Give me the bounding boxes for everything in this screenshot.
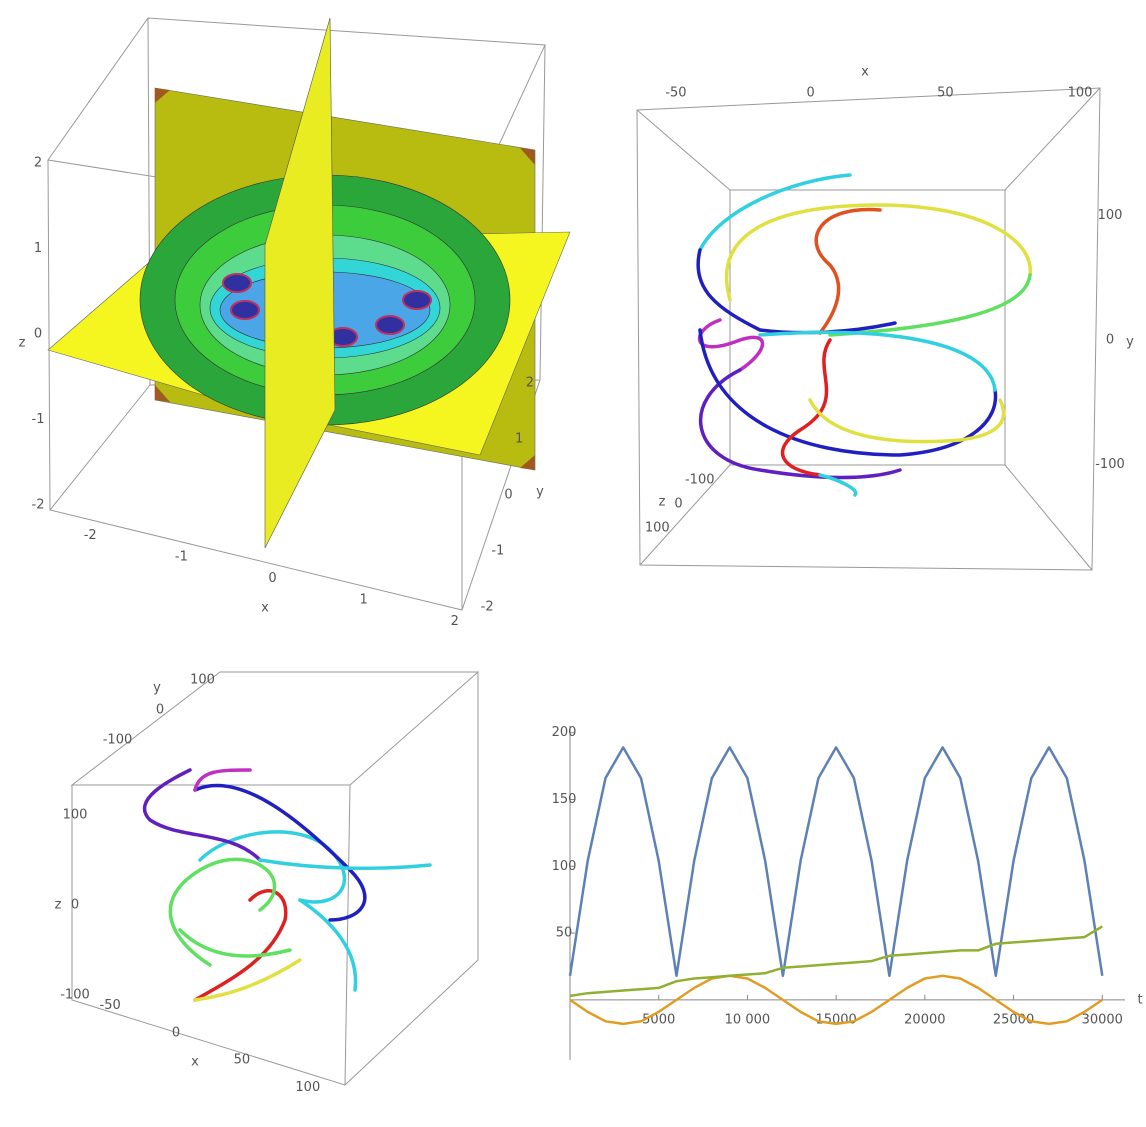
box-edge (1005, 465, 1092, 570)
z-tick-label: -100 (60, 988, 90, 1003)
curve-panel-1: x y z (637, 65, 1134, 571)
x-tick-label: 0 (172, 1025, 180, 1040)
x-tick-label: 100 (295, 1080, 320, 1095)
x-tick-label: -2 (84, 528, 97, 543)
axis-label: z (55, 898, 62, 913)
y-tick-label: 200 (552, 725, 577, 740)
box-side (345, 672, 478, 1085)
y-tick-label: 150 (552, 792, 577, 807)
box-top (72, 672, 478, 785)
z-tick-label: -100 (685, 472, 715, 487)
trajectory (698, 175, 1030, 495)
y-tick-label: -100 (1095, 457, 1125, 472)
axis-label: z (659, 495, 666, 510)
x-tick-label: 30000 (1082, 1012, 1123, 1027)
y-tick-label: 0 (156, 703, 164, 718)
x-tick-label: -1 (175, 549, 188, 564)
box-edge (1005, 88, 1100, 190)
axis-label: t (1137, 993, 1142, 1008)
axis-label: y (153, 681, 161, 696)
y-tick-label: -1 (491, 543, 504, 558)
contour-panel: x y z (19, 18, 570, 616)
z-tick-label: 2 (34, 156, 42, 171)
y-tick-label: -2 (481, 599, 494, 614)
x-tick-label: 5000 (642, 1012, 675, 1027)
x-tick-label: -50 (100, 998, 121, 1013)
x-tick-label: 50 (234, 1053, 251, 1068)
z-tick-label: -2 (32, 497, 45, 512)
series-line (570, 926, 1102, 996)
x-tick-label: 1 (359, 593, 367, 608)
y-tick-label: -100 (103, 733, 133, 748)
z-tick-label: 0 (34, 327, 42, 342)
z-tick-label: 0 (674, 497, 682, 512)
x-tick-label: 20000 (904, 1012, 945, 1027)
y-tick-label: 0 (1106, 333, 1114, 348)
axis-label: x (261, 601, 269, 616)
z-tick-label: -1 (32, 412, 45, 427)
yz-plane (265, 18, 335, 548)
y-tick-label: 2 (526, 376, 534, 391)
x-tick-label: 0 (268, 571, 276, 586)
y-tick-label: 50 (556, 926, 573, 941)
x-tick-label: -50 (665, 86, 686, 101)
x-tick-label: 50 (937, 86, 954, 101)
z-tick-label: 100 (645, 521, 670, 536)
z-tick-label: 1 (34, 241, 42, 256)
axis-label: x (861, 65, 869, 80)
box-edge (48, 160, 50, 510)
x-tick-label: 2 (451, 614, 459, 629)
y-tick-label: 100 (552, 859, 577, 874)
axis-label: y (536, 485, 544, 500)
x-tick-label: 100 (1068, 86, 1093, 101)
axis-label: y (1126, 335, 1134, 350)
axis-label: z (19, 336, 26, 351)
x-tick-label: 0 (807, 86, 815, 101)
z-tick-label: 0 (71, 898, 79, 913)
axis-label: x (191, 1055, 199, 1070)
y-tick-label: 0 (504, 488, 512, 503)
y-tick-label: 100 (1098, 208, 1123, 223)
trajectory (145, 770, 430, 1000)
x-tick-label: 10 000 (725, 1012, 771, 1027)
box-edge (637, 110, 730, 190)
y-tick-label: 1 (515, 432, 523, 447)
z-tick-label: 100 (63, 808, 88, 823)
y-tick-label: 100 (190, 673, 215, 688)
figure: x y z x y z x y z t -2-1012-2-1012-2-101… (0, 0, 1146, 1127)
